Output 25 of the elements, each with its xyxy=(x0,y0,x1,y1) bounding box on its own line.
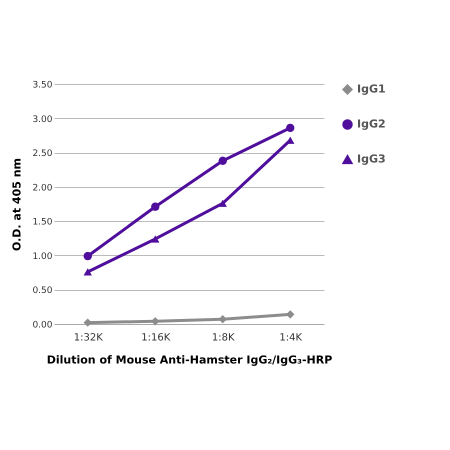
legend-label: IgG3 xyxy=(357,152,386,166)
y-tick-label: 3.50 xyxy=(32,80,53,90)
y-tick-label: 2.00 xyxy=(32,183,53,194)
y-tick-label: 3.00 xyxy=(32,114,53,125)
point xyxy=(218,200,227,207)
point xyxy=(151,235,160,243)
y-tick-label: 0.00 xyxy=(32,320,53,330)
y-axis-title: O.D. at 405 nm xyxy=(10,158,24,252)
point xyxy=(151,202,160,211)
legend-label: IgG1 xyxy=(357,82,386,96)
y-tick-label: 1.00 xyxy=(32,252,53,262)
y-tick-label: 2.50 xyxy=(32,149,53,160)
point xyxy=(84,268,92,276)
x-tick-label: 1:32K xyxy=(74,332,104,344)
point xyxy=(286,124,294,132)
point xyxy=(84,252,92,260)
x-tick-label: 1:4K xyxy=(279,332,303,344)
x-tick-label: 1:8K xyxy=(212,332,236,344)
legend-label: IgG2 xyxy=(357,118,386,130)
point xyxy=(218,156,227,165)
x-tick-label: 1:16K xyxy=(141,332,171,344)
x-axis-title: Dilution of Mouse Anti-Hamster IgG₂/IgG₃-HRP xyxy=(46,354,332,366)
y-tick-label: 1.50 xyxy=(32,218,53,228)
point xyxy=(286,310,294,319)
y-tick-label: 0.50 xyxy=(32,286,53,296)
